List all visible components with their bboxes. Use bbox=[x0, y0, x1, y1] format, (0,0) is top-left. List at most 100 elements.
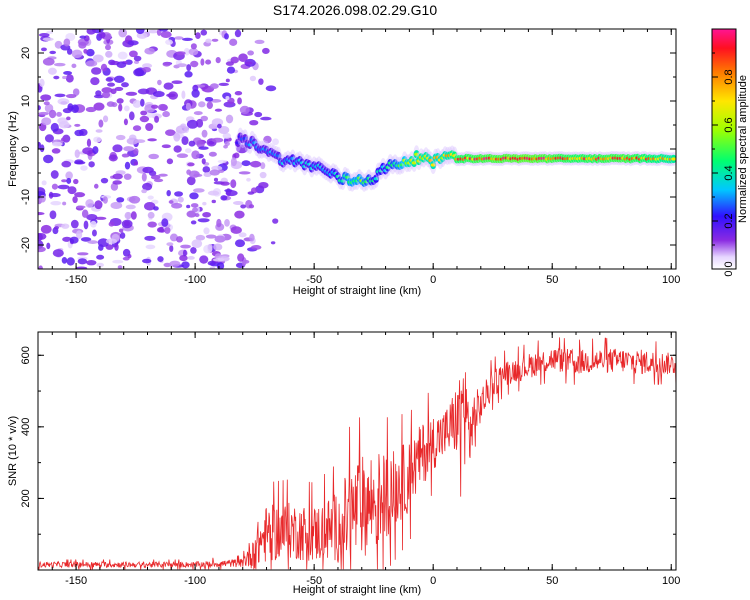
noise-speckle bbox=[224, 33, 229, 40]
noise-speckle bbox=[205, 234, 217, 239]
noise-speckle bbox=[112, 173, 123, 180]
noise-speckle bbox=[218, 125, 230, 135]
noise-speckle bbox=[181, 90, 186, 99]
noise-speckle bbox=[250, 245, 262, 250]
snr-frame bbox=[37, 331, 677, 571]
noise-speckle bbox=[61, 160, 72, 168]
noise-speckle bbox=[78, 41, 87, 49]
noise-speckle bbox=[63, 71, 73, 75]
noise-speckle bbox=[234, 29, 242, 38]
noise-speckle bbox=[173, 145, 182, 153]
noise-speckle bbox=[92, 54, 104, 63]
noise-speckle bbox=[262, 47, 270, 55]
noise-speckle bbox=[190, 247, 197, 254]
noise-speckle bbox=[187, 256, 195, 260]
noise-speckle bbox=[87, 240, 99, 244]
noise-speckle bbox=[110, 182, 119, 191]
noise-speckle bbox=[123, 118, 128, 126]
noise-speckle bbox=[225, 61, 234, 66]
noise-speckle bbox=[114, 243, 119, 251]
x-tick-label: -50 bbox=[306, 274, 322, 286]
noise-speckle bbox=[226, 66, 236, 74]
noise-speckle bbox=[160, 31, 172, 38]
noise-speckle bbox=[169, 245, 174, 252]
noise-speckle bbox=[222, 132, 232, 139]
noise-speckle bbox=[48, 192, 61, 198]
noise-speckle bbox=[249, 233, 255, 242]
noise-speckle bbox=[157, 79, 162, 86]
noise-speckle bbox=[93, 94, 105, 99]
colorbar-tick-label: 0.6 bbox=[723, 117, 735, 132]
noise-speckle bbox=[39, 144, 45, 153]
noise-speckle bbox=[72, 196, 78, 204]
noise-speckle bbox=[196, 140, 205, 148]
noise-speckle bbox=[91, 229, 97, 237]
noise-speckle bbox=[209, 266, 216, 269]
noise-speckle bbox=[123, 173, 132, 180]
noise-speckle bbox=[133, 55, 142, 62]
noise-speckle bbox=[141, 67, 152, 73]
ridge-core bbox=[414, 152, 419, 156]
noise-speckle bbox=[39, 194, 46, 203]
noise-speckle bbox=[105, 50, 113, 58]
noise-speckle bbox=[108, 154, 118, 162]
snr-panel: -150 -100 -50 0 50 100 200 400 600 Height of str… bbox=[7, 331, 680, 596]
noise-speckle bbox=[124, 211, 132, 220]
noise-speckle bbox=[258, 182, 269, 189]
noise-speckle bbox=[246, 177, 251, 182]
noise-speckle bbox=[56, 111, 62, 117]
noise-speckle bbox=[158, 173, 168, 177]
noise-speckle bbox=[74, 159, 84, 165]
y-tick-label: -20 bbox=[20, 237, 32, 253]
noise-speckle bbox=[61, 179, 67, 183]
noise-speckle bbox=[147, 211, 155, 219]
noise-speckle bbox=[175, 51, 186, 56]
noise-speckle bbox=[142, 63, 153, 69]
noise-speckle bbox=[174, 36, 184, 40]
noise-speckle bbox=[202, 201, 207, 206]
noise-speckle bbox=[86, 29, 96, 35]
noise-speckle bbox=[121, 82, 129, 88]
noise-speckle bbox=[189, 192, 199, 200]
noise-speckle bbox=[208, 151, 217, 157]
noise-speckle bbox=[205, 38, 212, 44]
noise-speckle bbox=[100, 177, 109, 184]
noise-speckle bbox=[74, 129, 84, 137]
noise-speckle bbox=[190, 60, 199, 68]
noise-speckle bbox=[166, 158, 174, 165]
noise-speckle bbox=[74, 123, 81, 127]
noise-speckle bbox=[192, 84, 199, 92]
noise-speckle bbox=[125, 59, 133, 65]
noise-speckle bbox=[106, 101, 115, 107]
noise-speckle bbox=[65, 74, 74, 83]
x-tick-label: 100 bbox=[662, 575, 680, 587]
noise-speckle bbox=[244, 61, 253, 65]
noise-speckle bbox=[57, 184, 70, 190]
noise-speckle bbox=[225, 95, 230, 101]
noise-speckle bbox=[100, 63, 108, 72]
noise-speckle bbox=[248, 204, 255, 209]
noise-speckle bbox=[215, 57, 221, 64]
noise-speckle bbox=[144, 235, 156, 241]
noise-speckle bbox=[42, 57, 55, 66]
noise-speckle bbox=[163, 82, 174, 90]
noise-speckle bbox=[240, 204, 247, 209]
noise-speckle bbox=[132, 100, 142, 108]
noise-speckle bbox=[128, 50, 138, 58]
noise-speckle bbox=[77, 252, 89, 256]
noise-speckle bbox=[112, 259, 124, 264]
noise-speckle bbox=[166, 93, 176, 98]
noise-speckle bbox=[93, 102, 105, 111]
noise-speckle bbox=[230, 56, 239, 64]
noise-speckle bbox=[168, 200, 174, 204]
noise-speckle bbox=[96, 262, 104, 268]
noise-speckle bbox=[66, 116, 71, 121]
noise-speckle bbox=[263, 135, 272, 144]
noise-speckle bbox=[49, 210, 57, 220]
noise-speckle bbox=[39, 78, 45, 87]
noise-speckle bbox=[233, 152, 240, 159]
noise-speckle bbox=[147, 29, 159, 34]
noise-speckle bbox=[186, 119, 199, 129]
noise-speckle bbox=[211, 38, 219, 42]
